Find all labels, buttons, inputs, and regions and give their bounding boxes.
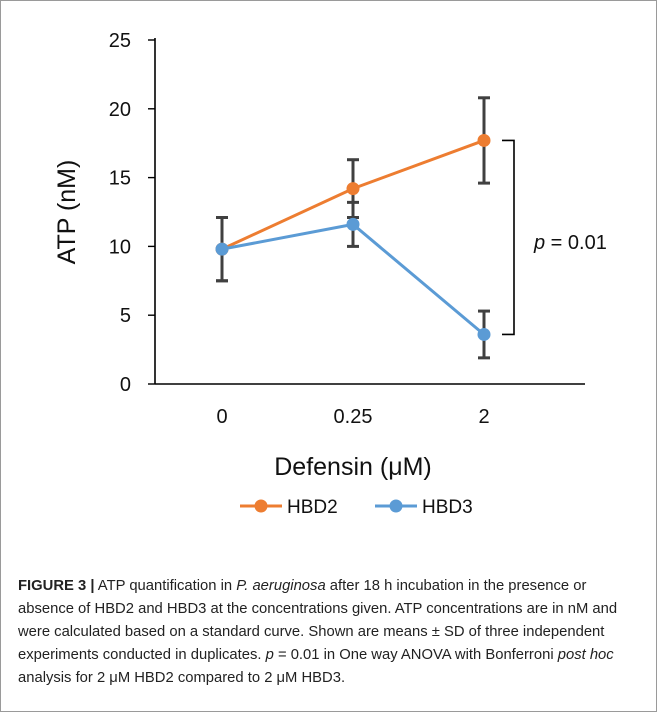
caption-text: = 0.01 in One way ANOVA with Bonferroni <box>273 647 558 663</box>
significance-bracket <box>502 139 515 336</box>
x-tick-label: 0.25 <box>334 406 373 428</box>
y-tick-label: 5 <box>120 305 131 327</box>
y-tick-label: 0 <box>120 374 131 396</box>
y-tick-label: 25 <box>109 30 131 52</box>
x-tick-label: 0 <box>216 406 227 428</box>
caption-text: analysis for 2 μM HBD2 compared to 2 μM … <box>18 670 346 686</box>
data-point-hbd3 <box>346 217 360 231</box>
p-value-annotation: p = 0.01 <box>533 232 607 254</box>
data-point-hbd2 <box>346 182 360 196</box>
legend-label-hbd2: HBD2 <box>287 497 338 518</box>
data-point-hbd3 <box>215 242 229 256</box>
legend-marker-hbd3 <box>389 499 403 513</box>
y-tick-label: 15 <box>109 168 131 190</box>
line-chart: 0 5 10 15 20 25 0 0.25 2 Defensin (μM) ATP (nM) p =… <box>53 30 607 518</box>
caption-species: P. aeruginosa <box>236 578 326 594</box>
x-axis-title: Defensin (μM) <box>274 453 432 481</box>
caption-text: after 18 h incubation in the presence or… <box>18 578 618 663</box>
y-tick-label: 10 <box>109 236 131 258</box>
caption-p-symbol: p <box>265 647 274 663</box>
figure-caption: FIGURE 3 | ATP quantification in P. aeru… <box>18 575 640 690</box>
caption-post-hoc: post hoc <box>557 647 614 663</box>
legend-marker-hbd2 <box>254 499 268 513</box>
data-point-hbd2 <box>477 133 491 147</box>
caption-label: FIGURE 3 | <box>18 578 95 594</box>
caption-text: ATP quantification in <box>94 578 237 594</box>
x-tick-label: 2 <box>478 406 489 428</box>
legend-label-hbd3: HBD3 <box>422 497 473 518</box>
y-axis-title: ATP (nM) <box>53 160 81 265</box>
y-tick-label: 20 <box>109 99 131 121</box>
data-point-hbd3 <box>477 327 491 341</box>
